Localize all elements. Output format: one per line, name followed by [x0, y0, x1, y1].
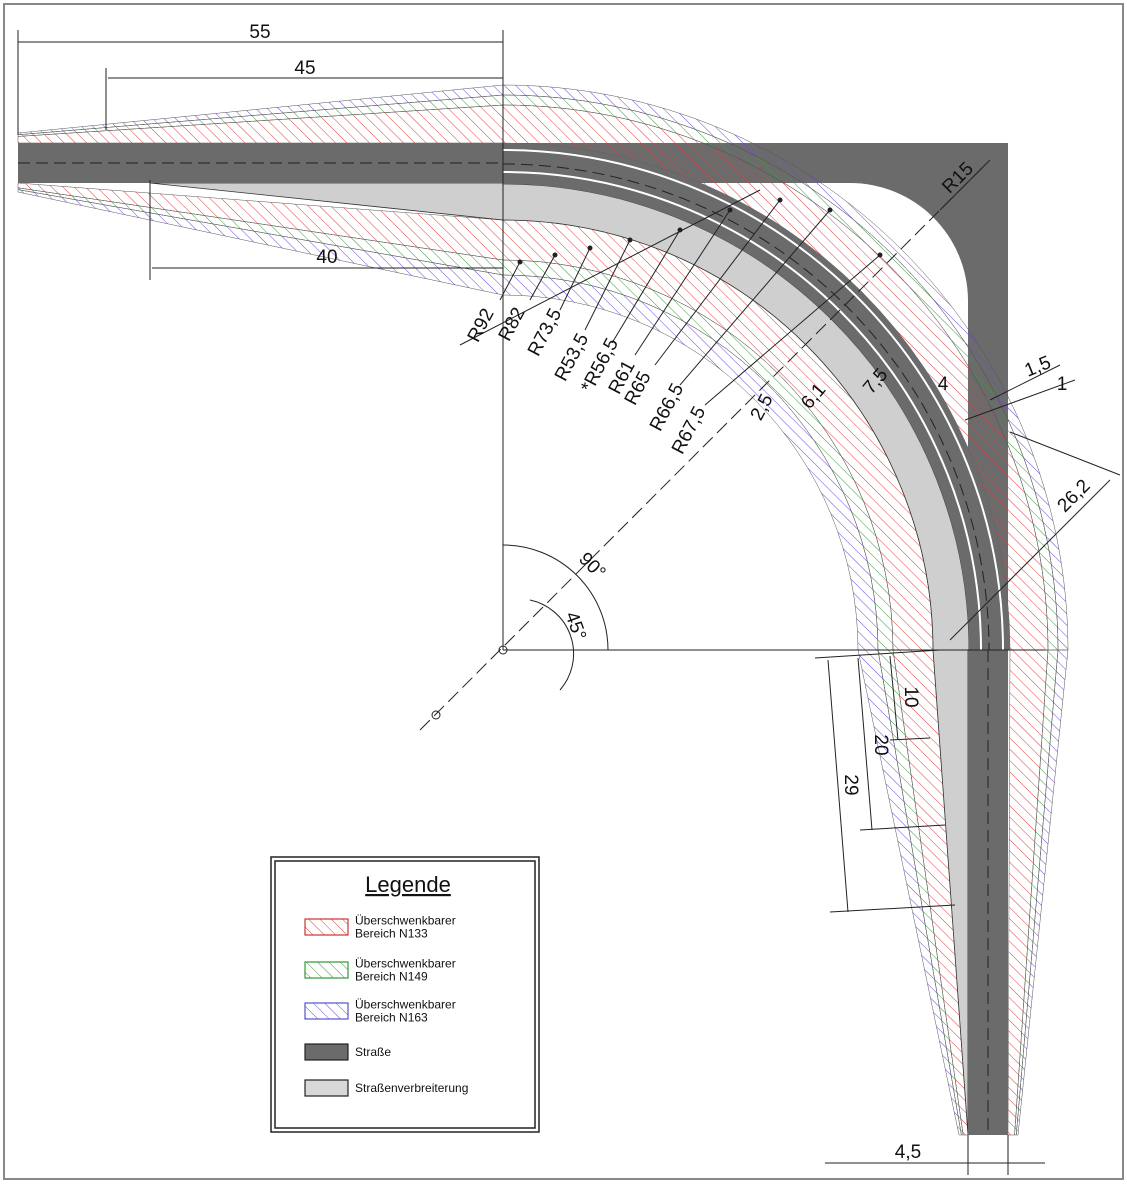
leader-arrow	[677, 227, 683, 233]
leader-line	[611, 229, 681, 344]
dimension-label: 1	[1057, 374, 1068, 395]
wheel-track	[502, 171, 982, 651]
legend-label: Straßenverbreiterung	[355, 1081, 468, 1095]
swept-areas	[17, 84, 1069, 1136]
dimension-label: 4	[938, 374, 949, 395]
leader-arrow	[552, 252, 558, 258]
dimension-label: 4,5	[895, 1142, 921, 1163]
legend-swatch	[304, 1079, 349, 1097]
leader-arrow	[777, 197, 783, 203]
wheel-track	[502, 149, 1004, 651]
legend-label: Bereich N149	[355, 970, 428, 984]
legend-swatch	[304, 1002, 349, 1020]
centerlines	[18, 149, 1004, 1135]
centerline	[502, 163, 990, 651]
leader-arrow	[877, 252, 883, 258]
road-corner	[503, 143, 1008, 650]
leader-arrow	[727, 207, 733, 213]
dimension-label: 10	[900, 686, 921, 707]
leader-line	[559, 247, 591, 311]
leader-line	[499, 261, 521, 301]
radius-leaders	[499, 197, 883, 406]
legend-label: Überschwenkbarer	[355, 957, 456, 971]
dimension-label: 45	[294, 58, 315, 79]
legend-label: Überschwenkbarer	[355, 998, 456, 1012]
leader-arrow	[827, 207, 833, 213]
leader-arrow	[517, 259, 523, 265]
dimension-label: 55	[249, 22, 270, 43]
leader-arrow	[587, 245, 593, 251]
dimension-label: 20	[870, 734, 891, 755]
leader-line	[634, 209, 731, 356]
legend-label: Überschwenkbarer	[355, 914, 456, 928]
legend-swatch	[304, 918, 349, 936]
leader-line	[529, 254, 556, 301]
leader-line	[584, 239, 631, 331]
legend-title: Legende	[365, 872, 451, 897]
legend-swatch	[304, 1043, 349, 1061]
construction-lines	[17, 30, 1121, 1175]
legend-label: Bereich N133	[355, 927, 428, 941]
dimension-label: 29	[840, 774, 861, 795]
leader-line	[654, 199, 781, 366]
swept-taper	[1016, 649, 1069, 1136]
leader-arrow	[627, 237, 633, 243]
leader-line	[704, 254, 881, 406]
legend-label: Straße	[355, 1045, 391, 1059]
leader-line	[679, 209, 831, 386]
dimension-label: 40	[316, 247, 337, 268]
legend-swatch	[304, 961, 349, 979]
legend-label: Bereich N163	[355, 1011, 428, 1025]
